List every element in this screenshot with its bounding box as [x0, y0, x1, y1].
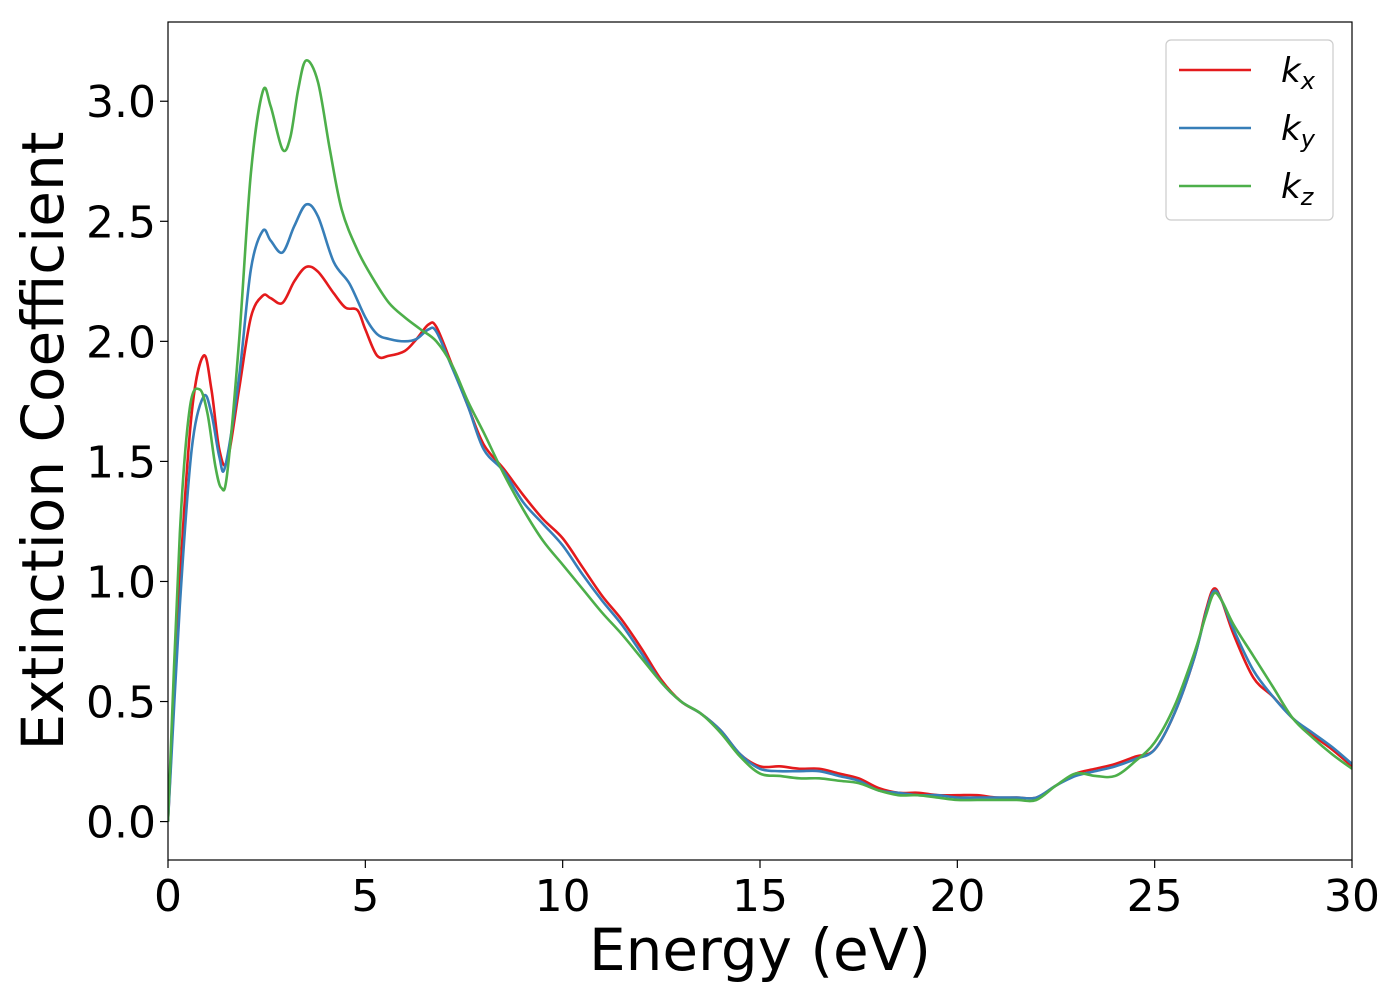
y-tick-label: 0.0	[86, 798, 156, 849]
y-tick-label: 3.0	[86, 77, 156, 128]
x-tick-label: 5	[351, 871, 379, 922]
x-tick-label: 0	[154, 871, 182, 922]
x-tick-label: 10	[535, 871, 591, 922]
x-tick-label: 25	[1127, 871, 1183, 922]
series-line-kz	[168, 59, 1352, 822]
series-layer	[168, 59, 1352, 822]
y-tick-label: 2.0	[86, 317, 156, 368]
series-line-kx	[168, 265, 1352, 822]
y-tick-label: 1.5	[86, 437, 156, 488]
legend-label: kz	[1281, 167, 1315, 211]
y-tick-label: 2.5	[86, 197, 156, 248]
x-tick-label: 30	[1324, 871, 1380, 922]
y-tick-label: 0.5	[86, 678, 156, 729]
x-axis: 0 5 10 15 20 25 30	[154, 860, 1380, 922]
legend-box	[1165, 39, 1334, 221]
series-line-ky	[168, 202, 1352, 822]
y-axis: 0.0 0.5 1.0 1.5 2.0 2.5 3.0	[86, 77, 168, 849]
x-tick-label: 15	[732, 871, 788, 922]
x-tick-label: 20	[929, 871, 985, 922]
x-axis-label: Energy (eV)	[589, 916, 931, 984]
y-axis-label: Extinction Coefficient	[9, 132, 77, 751]
y-tick-label: 1.0	[86, 557, 156, 608]
